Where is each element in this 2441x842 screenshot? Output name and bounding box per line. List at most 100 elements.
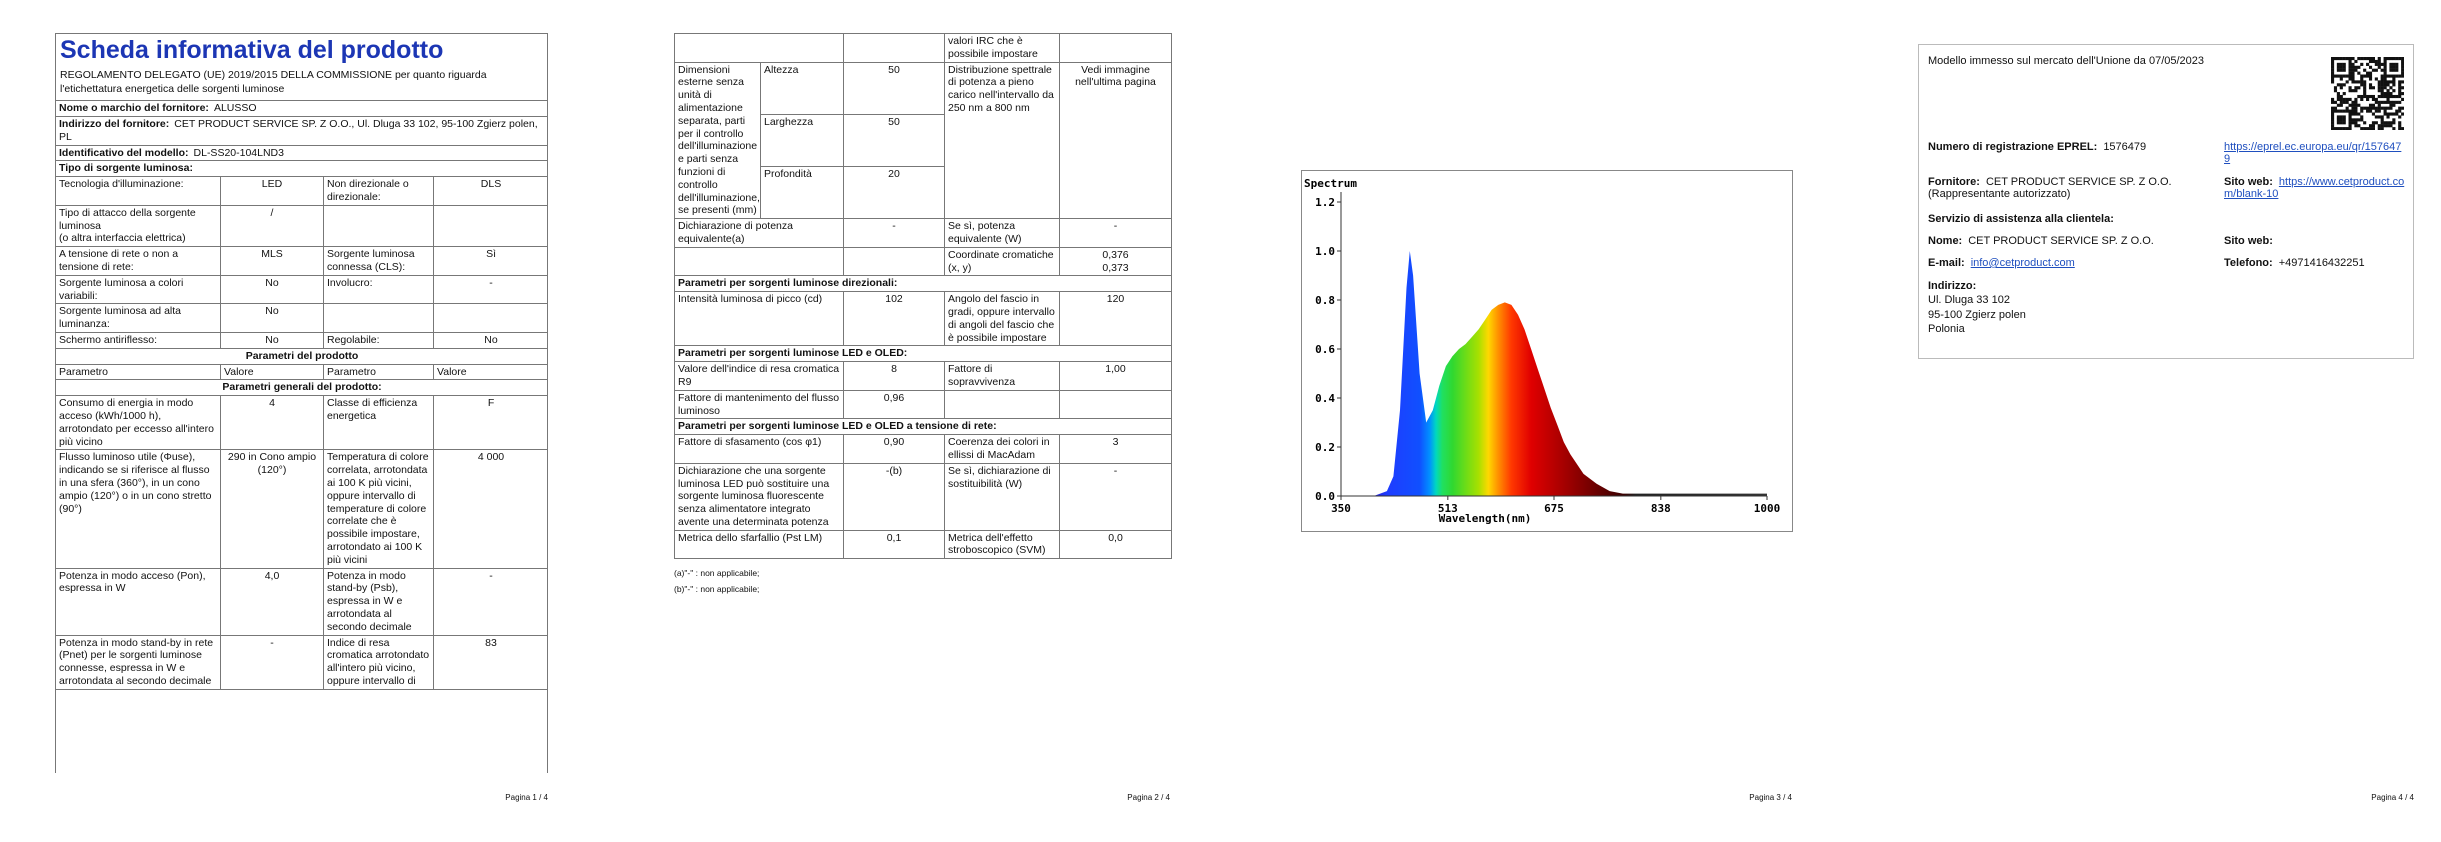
- label: Indirizzo:: [1928, 280, 1977, 292]
- qr-module: [2336, 65, 2340, 69]
- cell: Potenza in modo acceso (Pon), espressa i…: [56, 567, 221, 636]
- cell: Schermo antiriflesso:: [56, 332, 221, 349]
- product-table: valori IRC che è possibile impostare Dime…: [674, 33, 1172, 560]
- email-link[interactable]: info@cetproduct.com: [1970, 257, 2075, 269]
- qr-module: [2401, 80, 2404, 84]
- cell: Profondità: [760, 165, 844, 220]
- qr-module: [2342, 62, 2346, 66]
- qr-module: [2368, 106, 2373, 110]
- qr-module: [2395, 109, 2399, 113]
- qr-module: [2345, 106, 2349, 110]
- qr-module: [2348, 97, 2352, 101]
- qr-module: [2339, 86, 2343, 90]
- cell: Identificativo del modello: DL-SS20-104LN…: [56, 144, 547, 162]
- qr-module: [2351, 62, 2355, 66]
- qr-module: [2374, 59, 2378, 64]
- qr-module: [2354, 112, 2358, 116]
- cell: DLS: [432, 176, 547, 206]
- qr-module: [2360, 83, 2364, 87]
- qr-module: [2351, 71, 2355, 75]
- label: Indirizzo del fornitore:: [59, 118, 170, 131]
- cell: 102: [843, 291, 945, 347]
- cell: Parametri del prodotto: [56, 347, 547, 365]
- cell: [323, 204, 434, 248]
- row: Dimensioni esterne senza unità di alimen…: [674, 61, 1172, 220]
- qr-module: [2342, 109, 2346, 113]
- qr-module: [2392, 83, 2396, 87]
- qr-module: [2360, 118, 2364, 122]
- qr-module: [2401, 86, 2404, 90]
- label: Identificativo del modello:: [59, 146, 189, 159]
- cell: Potenza in modo stand-by in rete (Pnet) …: [56, 634, 221, 690]
- cell: Parametri per sorgenti luminose LED e OL…: [674, 418, 1172, 436]
- cell: Nome o marchio del fornitore: ALUSSO: [56, 100, 547, 118]
- qr-module: [2354, 121, 2358, 125]
- qr-module: [2368, 74, 2373, 78]
- website-link[interactable]: https://www.cetproduct.com/blank-10: [2224, 176, 2405, 200]
- qr-module: [2339, 57, 2343, 61]
- qr-module: [2360, 97, 2364, 101]
- qr-module: [2377, 103, 2381, 107]
- row: Indirizzo del fornitore: CET PRODUCT SERV…: [56, 116, 547, 146]
- qr-module: [2383, 86, 2387, 90]
- qr-module: [2360, 109, 2364, 113]
- value: DL-SS20-104LND3: [193, 146, 284, 159]
- page-1: Scheda informativa del prodotto REGOLAME…: [55, 33, 548, 773]
- cell: 8: [843, 361, 945, 391]
- page-footer: Pagina 1 / 4: [505, 793, 548, 802]
- qr-module: [2386, 74, 2390, 78]
- cell: Parametri generali del prodotto:: [56, 379, 547, 397]
- qr-module: [2392, 65, 2396, 69]
- qr-module: [2371, 86, 2375, 90]
- qr-module: [2360, 106, 2364, 110]
- cell: Fattore di mantenimento del flusso lumin…: [674, 389, 844, 420]
- qr-module: [2345, 109, 2349, 113]
- eprel-link[interactable]: https://eprel.ec.europa.eu/qr/1576479: [2224, 141, 2402, 165]
- cell: [323, 303, 434, 334]
- qr-module: [2348, 112, 2352, 116]
- qr-module: [2336, 115, 2340, 119]
- qr-module: [2386, 97, 2390, 101]
- qr-module: [2336, 103, 2340, 107]
- cell: 0,96: [843, 389, 945, 420]
- row: Parametri per sorgenti luminose direzion…: [674, 275, 1172, 293]
- y-tick-label: 0.2: [1315, 441, 1335, 454]
- cell: Temperatura di colore correlata, arroton…: [323, 449, 434, 569]
- qr-module: [2366, 62, 2370, 66]
- spectrum-area: [1341, 251, 1767, 496]
- footnote: (a)"-" : non applicabile;: [674, 568, 760, 579]
- qr-module: [2360, 77, 2364, 81]
- row: Schermo antiriflesso: No Regolabile: No: [56, 332, 547, 349]
- qr-module: [2339, 74, 2343, 78]
- qr-module: [2389, 57, 2393, 61]
- qr-module: [2360, 94, 2364, 99]
- qr-module: [2392, 57, 2396, 61]
- value: +4971416432251: [2278, 257, 2365, 269]
- cell: Valore dell'indice di resa cromatica R9: [674, 361, 844, 391]
- qr-module: [2380, 100, 2384, 104]
- qr-module: [2401, 97, 2404, 101]
- cell: -: [1059, 462, 1172, 531]
- label: Fornitore:: [1928, 176, 1980, 188]
- cell: -: [432, 567, 547, 636]
- qr-module: [2401, 57, 2404, 61]
- qr-module: [2380, 86, 2384, 90]
- qr-module: [2336, 127, 2340, 130]
- qr-module: [2339, 83, 2343, 87]
- cell: Coerenza dei colori in ellissi di MacAda…: [944, 434, 1060, 464]
- cell: 20: [843, 165, 945, 220]
- qr-module: [2386, 106, 2390, 110]
- qr-module: [2380, 77, 2384, 81]
- qr-module: [2348, 127, 2352, 130]
- row: Tipo di attacco della sorgente luminosa …: [56, 204, 547, 248]
- qr-module: [2383, 71, 2387, 75]
- qr-module: [2357, 65, 2361, 69]
- value: ALUSSO: [213, 102, 257, 115]
- qr-module: [2331, 112, 2335, 116]
- qr-module: [2331, 80, 2335, 84]
- qr-module: [2386, 57, 2390, 61]
- cell: -: [432, 274, 547, 305]
- qr-module: [2368, 77, 2373, 81]
- qr-module: [2377, 62, 2381, 66]
- qr-module: [2363, 127, 2367, 130]
